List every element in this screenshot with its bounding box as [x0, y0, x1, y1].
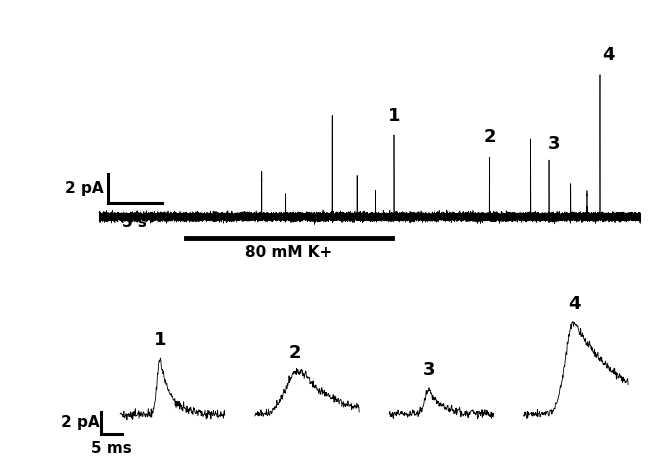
- Text: 1: 1: [154, 331, 167, 349]
- Text: 2 pA: 2 pA: [65, 181, 104, 196]
- Text: 3: 3: [423, 361, 435, 379]
- Text: 4: 4: [568, 295, 580, 313]
- Text: 4: 4: [602, 46, 615, 64]
- Text: 3: 3: [548, 135, 561, 153]
- Text: 80 mM K+: 80 mM K+: [245, 245, 332, 260]
- Text: 1: 1: [388, 107, 401, 125]
- Text: 2: 2: [483, 128, 496, 146]
- Text: 2 pA: 2 pA: [61, 415, 100, 430]
- Text: 5 s: 5 s: [122, 215, 147, 230]
- Text: 5 ms: 5 ms: [91, 441, 132, 456]
- Text: 2: 2: [288, 344, 301, 362]
